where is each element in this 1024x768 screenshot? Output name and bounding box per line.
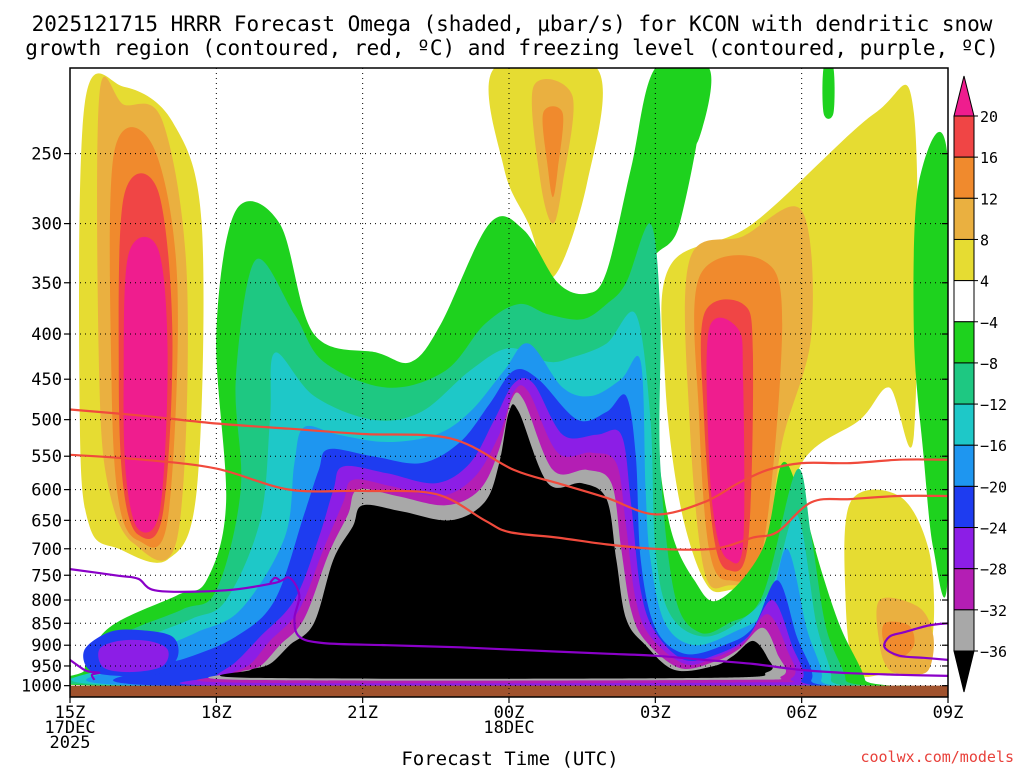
x-tick-label-0-1: 17DEC	[44, 718, 95, 738]
colorbar-swatch-11	[953, 527, 975, 570]
colorbar-swatch-4	[953, 238, 975, 282]
colorbar-swatch-6	[953, 321, 975, 364]
x-tick-label-9-1: 18DEC	[483, 718, 534, 738]
colorbar-label-2: 12	[980, 190, 998, 208]
colorbar-label-8: −16	[980, 437, 1007, 455]
y-tick-label-400: 400	[31, 325, 62, 345]
colorbar-label-11: −28	[980, 561, 1007, 579]
omega-region-29	[219, 404, 773, 679]
omega-region-12	[706, 317, 745, 564]
colorbar-label-13: −36	[980, 643, 1007, 661]
dgz-lower-contour	[70, 453, 948, 551]
y-tick-label-250: 250	[31, 145, 62, 165]
fz-notch-contour	[269, 576, 281, 584]
y-tick-label-350: 350	[31, 274, 62, 294]
colorbar-label-12: −32	[980, 602, 1007, 620]
chart-title-line-2: growth region (contoured, red, ºC) and f…	[25, 36, 999, 60]
y-tick-label-800: 800	[31, 591, 62, 611]
y-tick-label-950: 950	[31, 657, 62, 677]
y-tick-label-700: 700	[31, 540, 62, 560]
omega-region-4	[123, 236, 168, 533]
colorbar-swatch-5	[953, 280, 975, 323]
x-tick-label-18-0: 09Z	[933, 703, 964, 723]
x-tick-label-9-0: 00Z	[494, 703, 525, 723]
y-tick-label-850: 850	[31, 614, 62, 634]
colorbar-label-5: −4	[980, 314, 998, 332]
x-tick-label-15-0: 06Z	[786, 703, 817, 723]
x-tick-label-0-0: 15Z	[55, 703, 86, 723]
colorbar-label-7: −12	[980, 396, 1007, 414]
colorbar-label-4: 4	[980, 273, 989, 291]
y-tick-label-450: 450	[31, 370, 62, 390]
y-tick-label-500: 500	[31, 411, 62, 431]
ground-surface	[70, 685, 948, 697]
omega-shading	[70, 68, 948, 688]
colorbar-swatch-3	[953, 197, 975, 240]
fz-main-contour	[70, 568, 948, 677]
y-tick-label-900: 900	[31, 636, 62, 656]
fz-left-contour	[70, 659, 101, 681]
y-tick-labels: 2503003504004505005506006507007508008509…	[21, 145, 62, 697]
omega-region-19	[822, 68, 835, 119]
y-tick-label-550: 550	[31, 447, 62, 467]
fz-right-contour	[883, 622, 948, 661]
site-credit: coolwx.com/models	[860, 748, 1014, 766]
colorbar-arrow-bottom	[953, 650, 975, 693]
contour-lines	[70, 408, 948, 681]
colorbar-swatch-2	[953, 156, 975, 199]
colorbar-swatch-8	[953, 403, 975, 446]
omega-region-18	[913, 131, 948, 598]
colorbar-label-3: 8	[980, 231, 989, 249]
colorbar-swatch-10	[953, 485, 975, 529]
x-tick-label-0-2: 2025	[50, 733, 91, 753]
colorbar-swatch-9	[953, 444, 975, 487]
dgz-upper-contour	[70, 408, 948, 516]
colorbar-label-10: −24	[980, 520, 1007, 538]
colorbar-label-6: −8	[980, 355, 998, 373]
y-tick-label-750: 750	[31, 566, 62, 586]
omega-region-17	[653, 68, 712, 227]
y-tick-label-650: 650	[31, 511, 62, 531]
y-tick-label-600: 600	[31, 481, 62, 501]
axis-ticks	[64, 153, 949, 703]
x-axis-label: Forecast Time (UTC)	[401, 748, 618, 768]
colorbar-label-1: 16	[980, 149, 998, 167]
omega-region-26	[98, 639, 169, 673]
colorbar: 20 16 12 8 4 −4 −8 −12 −16 −20 −24 −28 −32 −36	[953, 75, 1007, 693]
colorbar-swatch-12	[953, 568, 975, 611]
colorbar-label-0: 20	[980, 108, 998, 126]
x-tick-label-6-0: 21Z	[347, 703, 378, 723]
omega-region-7	[542, 106, 564, 198]
colorbar-arrow-top	[953, 75, 975, 117]
chart-title-line-1: 2025121715 HRRR Forecast Omega (shaded, …	[32, 12, 993, 36]
y-tick-label-1000: 1000	[21, 677, 62, 697]
x-tick-label-12-0: 03Z	[640, 703, 671, 723]
y-tick-label-300: 300	[31, 215, 62, 235]
colorbar-label-9: −20	[980, 478, 1007, 496]
colorbar-swatch-7	[953, 362, 975, 405]
colorbar-swatch-13	[953, 609, 975, 652]
x-tick-label-3-0: 18Z	[201, 703, 232, 723]
colorbar-swatch-1	[953, 115, 975, 158]
